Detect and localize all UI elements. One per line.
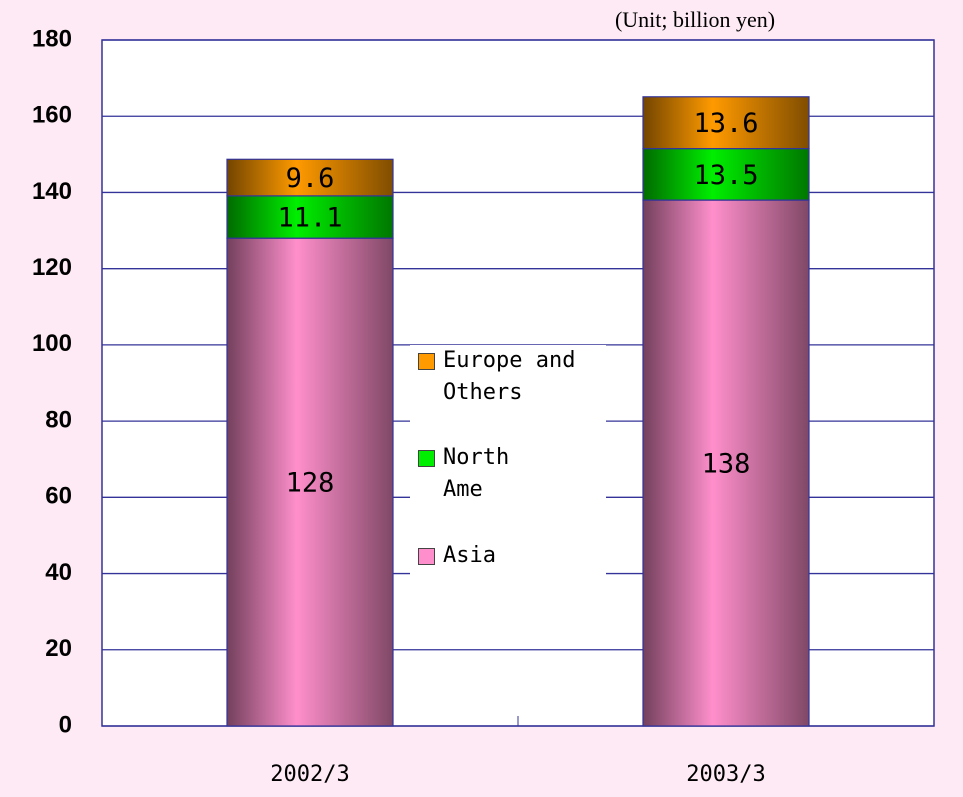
legend-label: Asia [443, 543, 496, 568]
legend-item: Europe and Others [418, 345, 608, 409]
legend-swatch [418, 353, 435, 370]
x-tick-label: 2002/3 [270, 762, 349, 787]
value-label: 11.1 [277, 203, 342, 234]
value-label: 128 [286, 468, 335, 499]
unit-label: (Unit; billion yen) [615, 7, 775, 32]
legend-label: Europe and Others [443, 348, 576, 405]
legend-item: North Ame [418, 442, 533, 506]
y-tick-label: 80 [45, 406, 72, 433]
y-tick-label: 180 [32, 25, 72, 52]
legend-swatch [418, 548, 435, 565]
bar-segment [226, 195, 394, 239]
value-label: 13.6 [693, 108, 758, 139]
bar-segment [642, 96, 810, 150]
bar-segment [226, 237, 394, 727]
y-tick-label: 60 [45, 483, 72, 510]
y-tick-label: 0 [59, 711, 72, 738]
legend-label: North Ame [443, 445, 510, 502]
bar-segment [226, 158, 394, 197]
y-tick-label: 120 [32, 254, 72, 281]
legend-swatch [418, 450, 435, 467]
y-tick-label: 140 [32, 178, 72, 205]
x-tick-label: 2003/3 [686, 762, 765, 787]
legend: Europe and Others North Ame Asia [410, 345, 606, 581]
value-label: 138 [702, 449, 751, 480]
value-label: 9.6 [286, 163, 335, 194]
legend-item: Asia [418, 540, 608, 572]
y-tick-label: 40 [45, 559, 72, 586]
y-tick-label: 100 [32, 330, 72, 357]
value-label: 13.5 [693, 160, 758, 191]
y-tick-label: 20 [45, 635, 72, 662]
bar-segment [642, 199, 810, 727]
bar-segment [642, 148, 810, 201]
y-tick-label: 160 [32, 102, 72, 129]
